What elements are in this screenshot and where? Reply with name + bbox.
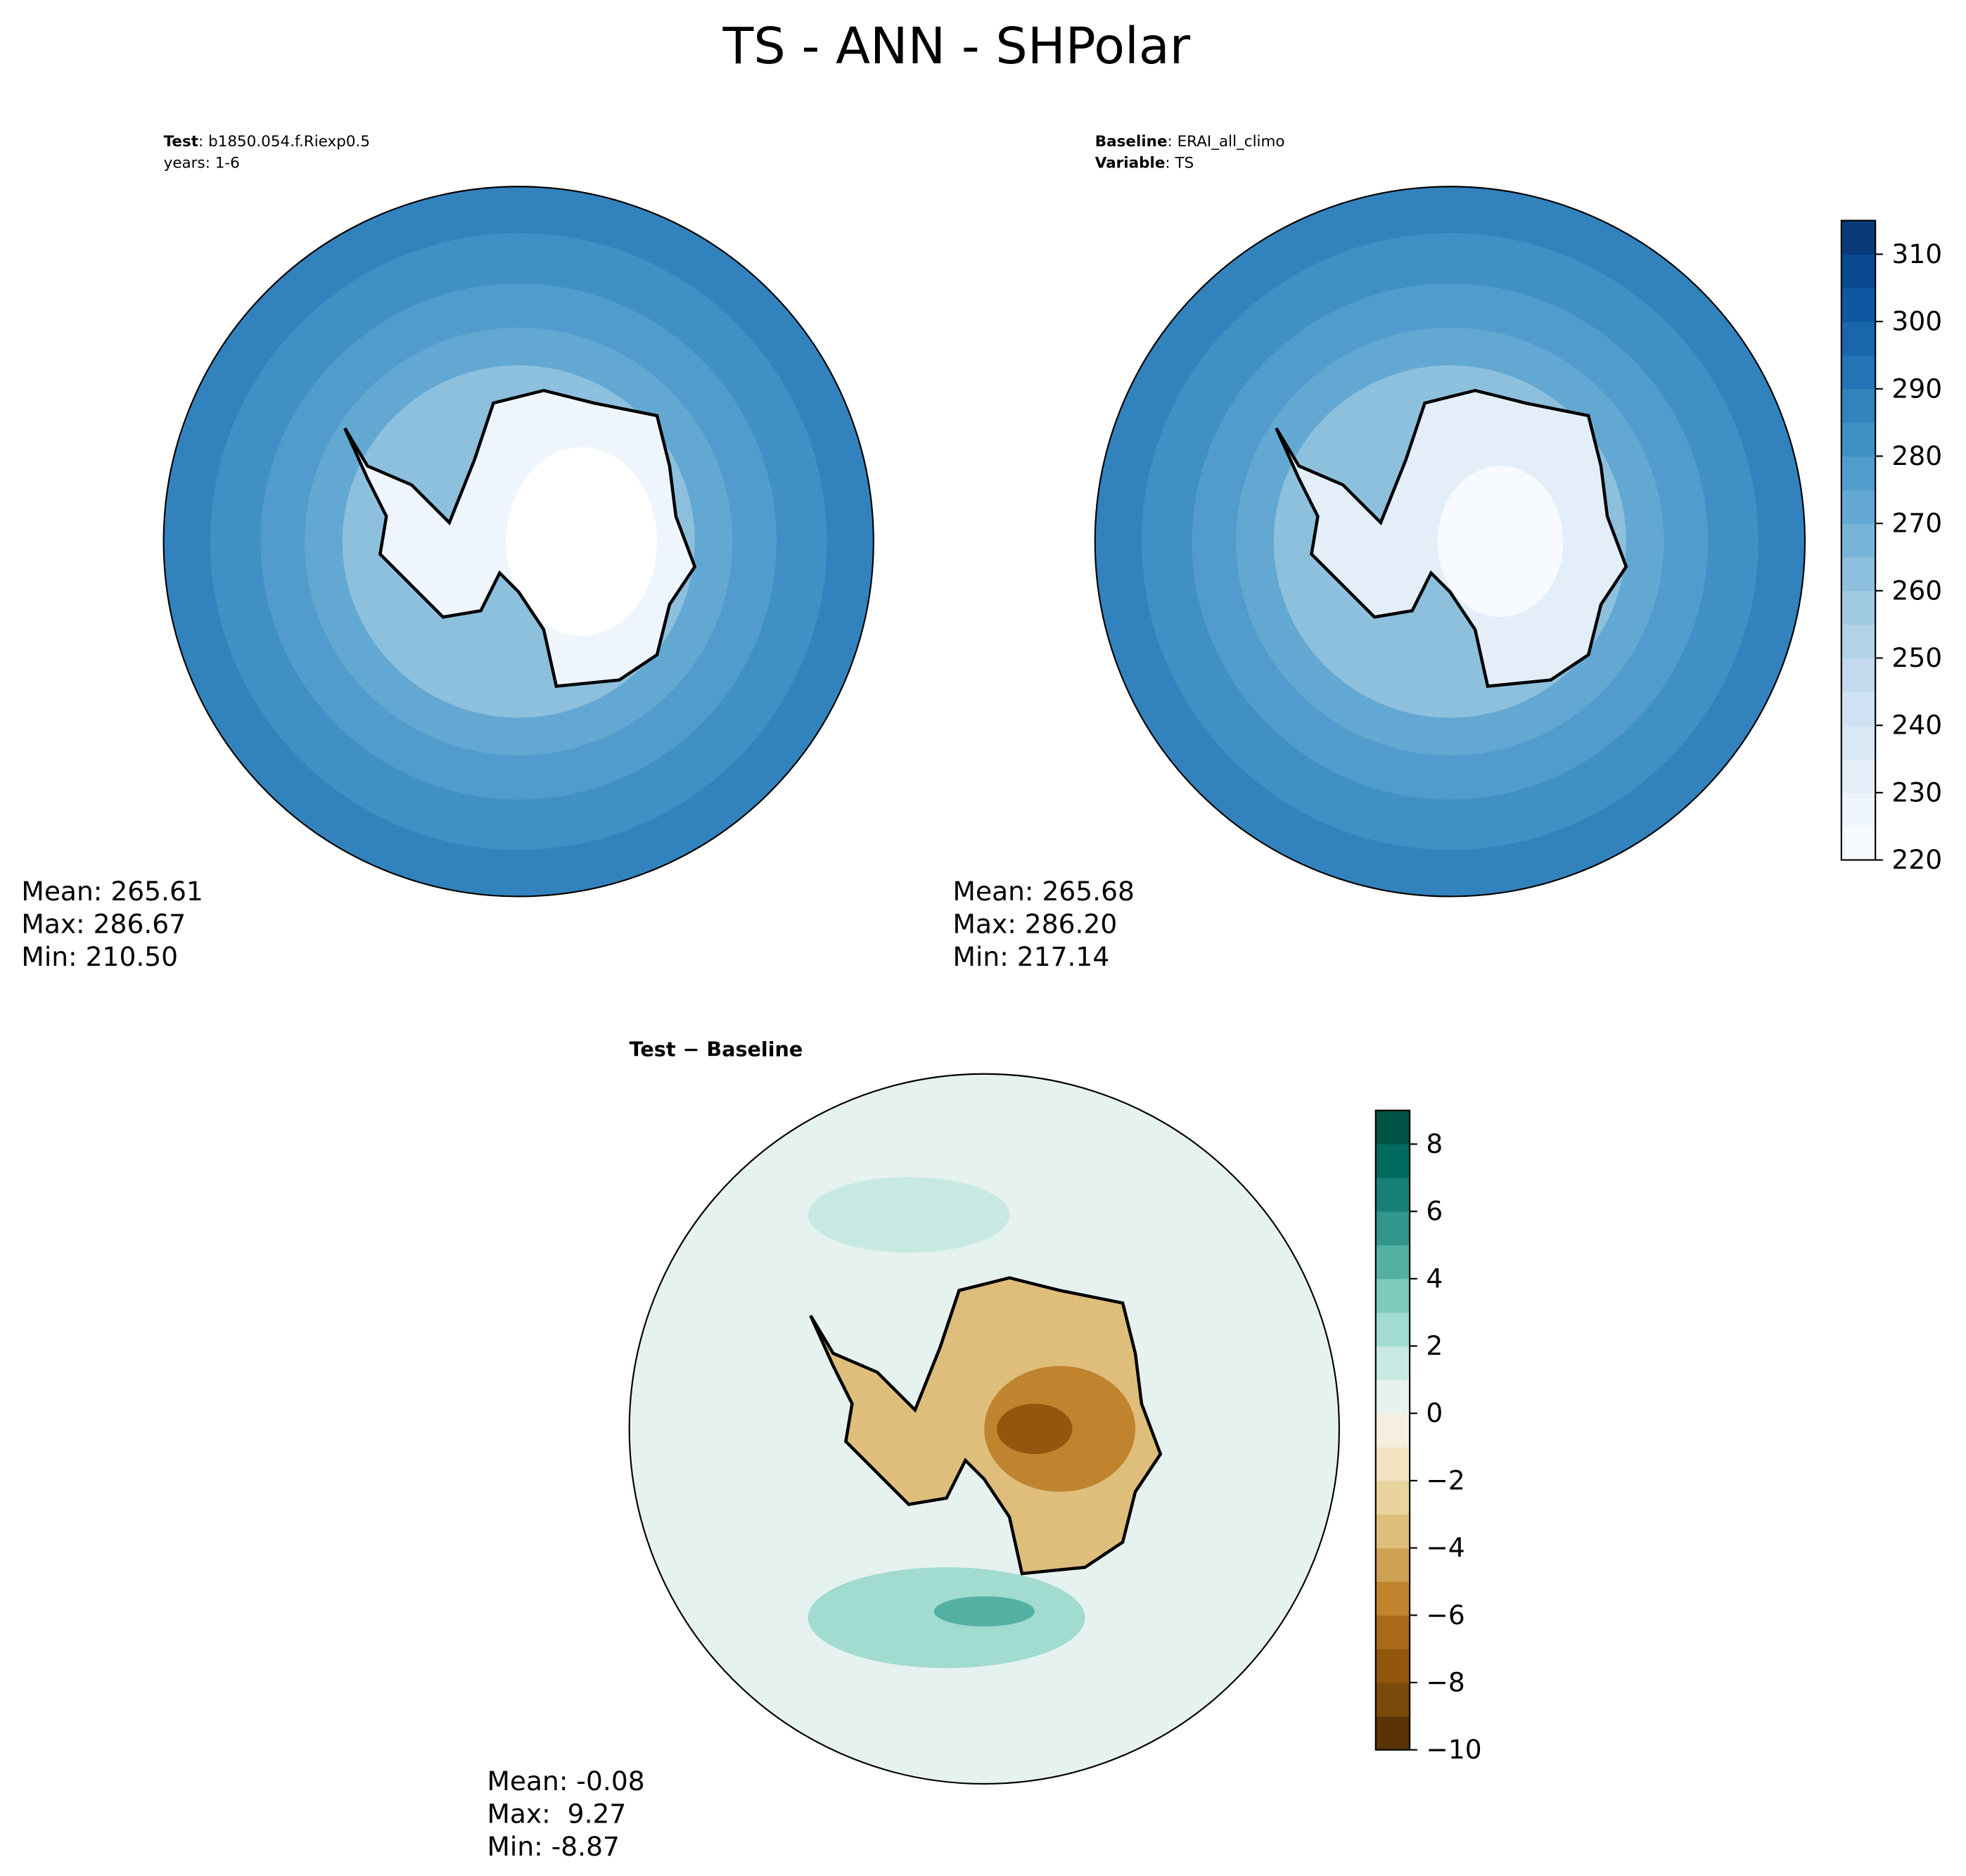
colorbar-tick-label: 8 (1426, 1128, 1443, 1159)
colorbar-segment (1375, 1581, 1410, 1616)
colorbar-tick-label: −4 (1426, 1532, 1464, 1563)
label-sep: : (198, 133, 203, 151)
colorbar-segment (1375, 1716, 1410, 1751)
colorbar-segment (1375, 1278, 1410, 1313)
figure-title: TS - ANN - SHPolar (722, 17, 1191, 75)
colorbar-tick-label: −2 (1426, 1465, 1464, 1495)
colorbar-tick-label: −8 (1426, 1666, 1464, 1697)
colorbar-tick-label: 310 (1891, 238, 1942, 269)
colorbar-segment (1841, 826, 1876, 861)
colorbar-tick-label: 0 (1426, 1398, 1443, 1429)
stat-line: Mean: 265.61 (21, 876, 203, 907)
colorbar-segment (1375, 1649, 1410, 1683)
colorbar-tick-label: −6 (1426, 1600, 1464, 1631)
colorbar-segment (1841, 388, 1876, 423)
label-sep: : (1168, 133, 1173, 151)
colorbar-tick-label: 250 (1891, 642, 1942, 673)
stat-line: Mean: 265.68 (953, 876, 1135, 907)
colorbar-segment (1375, 1615, 1410, 1650)
colorbar-segment (1375, 1245, 1410, 1280)
colorbar-tick-label: 290 (1891, 373, 1942, 404)
colorbar-segment (1375, 1548, 1410, 1582)
colorbar-segment (1841, 624, 1876, 659)
label-sep: : (1165, 154, 1170, 172)
colorbar-segment (1841, 321, 1876, 356)
colorbar-segment (1841, 759, 1876, 793)
colorbar-segment (1375, 1110, 1410, 1145)
colorbar-tick-label: −10 (1426, 1734, 1481, 1765)
colorbar-tick-label: 220 (1891, 844, 1942, 875)
colorbar-frame (1840, 219, 1877, 861)
colorbar-segment (1841, 556, 1876, 592)
colorbar-segment (1841, 490, 1876, 524)
stat-line: Min: 210.50 (21, 941, 178, 972)
colorbar-segment (1841, 220, 1876, 255)
stat-line: Max: 286.20 (953, 908, 1118, 939)
map (162, 186, 874, 898)
label-key: Baseline (1095, 133, 1168, 151)
colorbar-tick-label: 4 (1426, 1263, 1443, 1294)
colorbar-frame (1374, 1109, 1411, 1751)
colorbar-segment (1375, 1312, 1410, 1347)
label-key: Variable (1095, 154, 1166, 172)
colorbar-segment (1375, 1178, 1410, 1212)
colorbar-segment (1841, 725, 1876, 760)
panel-label: Baseline: ERAI_all_climo (1095, 133, 1285, 151)
colorbar-tick-label: 300 (1891, 306, 1942, 337)
colorbar-segment (1375, 1346, 1410, 1380)
colorbar-tick-label: 230 (1891, 777, 1942, 808)
colorbar-segment (1841, 590, 1876, 625)
panel-label: Test − Baseline (630, 1038, 803, 1061)
colorbar-segment (1841, 288, 1876, 322)
colorbar-tick-label: 260 (1891, 575, 1942, 606)
label-value: TS (1174, 154, 1194, 172)
colorbar-segment (1841, 422, 1876, 457)
colorbar-segment (1841, 523, 1876, 558)
colorbar-tick-label: 6 (1426, 1196, 1443, 1227)
label-value: ERAI_all_climo (1177, 133, 1285, 151)
colorbar-segment (1375, 1480, 1410, 1515)
colorbar-tick-label: 280 (1891, 440, 1942, 471)
colorbar-segment (1375, 1682, 1410, 1717)
stat-line: Mean: -0.08 (487, 1766, 644, 1797)
map (628, 1073, 1340, 1785)
panel-label: Variable: TS (1095, 154, 1194, 172)
colorbar-segment (1375, 1413, 1410, 1448)
colorbar-tick-label: 2 (1426, 1330, 1443, 1361)
label-key: Test (164, 133, 198, 151)
panel-label: years: 1-6 (164, 154, 240, 172)
colorbar-tick-label: 270 (1891, 508, 1942, 539)
colorbar-segment (1375, 1514, 1410, 1549)
colorbar-segment (1841, 792, 1876, 827)
map (1094, 186, 1806, 898)
colorbar-segment (1375, 1211, 1410, 1246)
colorbar-segment (1841, 355, 1876, 390)
colorbar-tick-label: 240 (1891, 710, 1942, 741)
stat-line: Min: -8.87 (487, 1831, 619, 1862)
colorbar-segment (1841, 691, 1876, 726)
stat-line: Min: 217.14 (953, 941, 1110, 972)
colorbar-segment (1375, 1379, 1410, 1414)
colorbar-segment (1375, 1144, 1410, 1178)
colorbar-segment (1375, 1447, 1410, 1481)
colorbar-segment (1841, 254, 1876, 288)
colorbar-segment (1841, 658, 1876, 692)
colorbar-segment (1841, 456, 1876, 490)
panel-label: Test: b1850.054.f.Riexp0.5 (164, 133, 370, 151)
stat-line: Max: 286.67 (21, 908, 186, 939)
label-value: b1850.054.f.Riexp0.5 (208, 133, 370, 151)
stat-line: Max: 9.27 (487, 1798, 626, 1829)
